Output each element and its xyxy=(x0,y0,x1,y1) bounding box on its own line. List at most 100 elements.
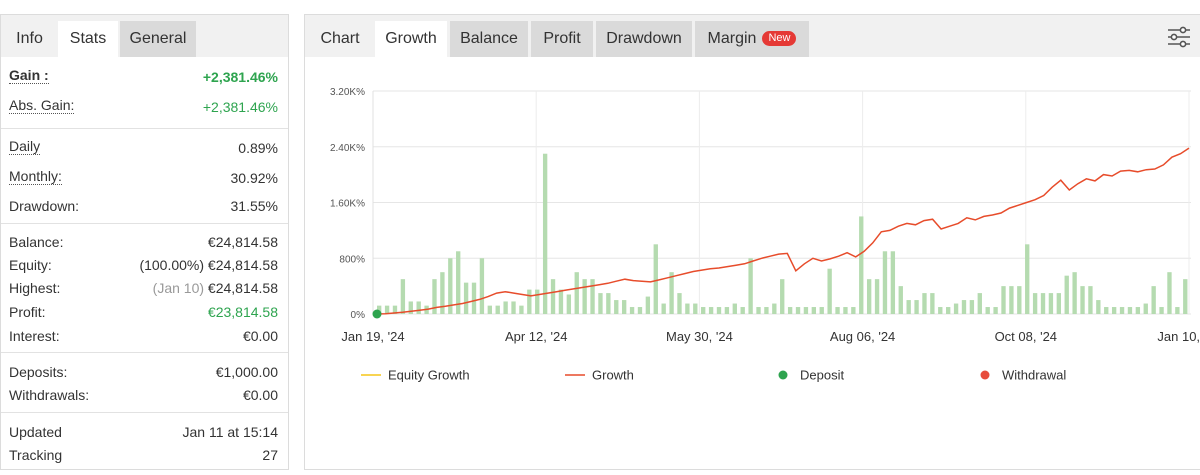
abs-gain-label[interactable]: Abs. Gain: xyxy=(9,97,75,114)
growth-bar[interactable] xyxy=(1032,293,1038,314)
growth-bar[interactable] xyxy=(408,301,413,314)
growth-bar[interactable] xyxy=(550,279,556,314)
growth-bar[interactable] xyxy=(456,251,461,314)
growth-bar[interactable] xyxy=(574,272,579,314)
growth-bar[interactable] xyxy=(416,301,421,314)
growth-bar[interactable] xyxy=(558,289,564,314)
growth-bar[interactable] xyxy=(448,258,453,314)
growth-bar[interactable] xyxy=(890,251,896,314)
growth-bar[interactable] xyxy=(930,293,935,314)
daily-label[interactable]: Daily xyxy=(9,138,41,155)
growth-bar[interactable] xyxy=(985,307,990,314)
growth-bar[interactable] xyxy=(1001,286,1006,314)
growth-bar[interactable] xyxy=(866,279,872,314)
tab-info[interactable]: Info xyxy=(16,30,43,47)
tab-margin[interactable]: Margin New xyxy=(695,21,809,57)
growth-bar[interactable] xyxy=(384,305,390,314)
growth-bar[interactable] xyxy=(669,272,674,314)
growth-bar[interactable] xyxy=(614,300,619,314)
growth-bar[interactable] xyxy=(621,300,627,314)
growth-bar[interactable] xyxy=(843,307,848,314)
growth-bar[interactable] xyxy=(1096,300,1101,314)
growth-bar[interactable] xyxy=(977,293,982,314)
deposit-marker[interactable] xyxy=(372,309,382,319)
growth-bar[interactable] xyxy=(701,307,706,314)
growth-bar[interactable] xyxy=(1175,307,1180,314)
growth-bar[interactable] xyxy=(1048,293,1054,314)
growth-bar[interactable] xyxy=(748,258,753,314)
growth-bar[interactable] xyxy=(1167,272,1172,314)
growth-bar[interactable] xyxy=(1025,244,1030,314)
growth-bar[interactable] xyxy=(803,307,809,314)
growth-bar[interactable] xyxy=(432,279,437,314)
growth-bar[interactable] xyxy=(1119,307,1125,314)
growth-bar[interactable] xyxy=(827,268,832,314)
growth-bar[interactable] xyxy=(440,272,445,314)
growth-bar[interactable] xyxy=(756,307,761,314)
growth-bar[interactable] xyxy=(685,303,690,314)
tab-stats[interactable]: Stats xyxy=(58,21,118,57)
growth-bar[interactable] xyxy=(787,307,793,314)
monthly-label[interactable]: Monthly: xyxy=(9,168,62,185)
growth-bar[interactable] xyxy=(882,251,888,314)
growth-bar[interactable] xyxy=(724,307,730,314)
growth-bar[interactable] xyxy=(392,305,398,314)
growth-bar[interactable] xyxy=(811,307,817,314)
growth-line[interactable] xyxy=(376,147,1190,315)
growth-bar[interactable] xyxy=(906,300,911,314)
growth-bar[interactable] xyxy=(772,303,777,314)
growth-bar[interactable] xyxy=(1017,286,1022,314)
growth-chart[interactable]: 0% 800% 1.60K% 2.40K% 3.20K% Jan 19, '24 Apr … xyxy=(305,75,1200,465)
growth-bar[interactable] xyxy=(471,282,477,314)
growth-bar[interactable] xyxy=(859,216,864,314)
growth-bar[interactable] xyxy=(377,305,382,314)
growth-bar[interactable] xyxy=(598,293,603,314)
growth-bar[interactable] xyxy=(400,279,406,314)
growth-bar[interactable] xyxy=(1151,286,1156,314)
growth-bar[interactable] xyxy=(969,300,975,314)
growth-bar[interactable] xyxy=(740,307,745,314)
growth-bar[interactable] xyxy=(503,301,508,314)
growth-bar[interactable] xyxy=(946,307,951,314)
growth-bar[interactable] xyxy=(993,307,998,314)
growth-bar[interactable] xyxy=(645,296,651,314)
growth-bar[interactable] xyxy=(1056,293,1061,314)
growth-bar[interactable] xyxy=(535,289,540,314)
growth-bar[interactable] xyxy=(677,293,682,314)
growth-bar[interactable] xyxy=(819,307,824,314)
legend-item[interactable]: Growth xyxy=(565,368,634,383)
growth-bar[interactable] xyxy=(732,303,737,314)
growth-bar[interactable] xyxy=(795,307,801,314)
growth-bar[interactable] xyxy=(708,307,714,314)
tab-growth[interactable]: Growth xyxy=(375,21,447,57)
growth-bar[interactable] xyxy=(953,303,959,314)
growth-bar[interactable] xyxy=(780,279,785,314)
legend-item[interactable]: Withdrawal xyxy=(980,368,1067,383)
growth-bar[interactable] xyxy=(1183,279,1188,314)
growth-bar[interactable] xyxy=(1080,286,1085,314)
growth-bar[interactable] xyxy=(495,305,500,314)
growth-bar[interactable] xyxy=(716,307,722,314)
gain-label[interactable]: Gain : xyxy=(9,67,49,84)
growth-bar[interactable] xyxy=(542,153,548,314)
growth-bar[interactable] xyxy=(1088,286,1093,314)
growth-bar[interactable] xyxy=(463,282,469,314)
growth-bar[interactable] xyxy=(1064,275,1069,314)
growth-bar[interactable] xyxy=(938,307,943,314)
growth-bar[interactable] xyxy=(1159,307,1164,314)
growth-bar[interactable] xyxy=(874,279,880,314)
growth-bar[interactable] xyxy=(961,300,967,314)
legend-item[interactable]: Equity Growth xyxy=(361,368,470,383)
tab-profit[interactable]: Profit xyxy=(531,21,593,57)
growth-bar[interactable] xyxy=(590,279,595,314)
growth-bar[interactable] xyxy=(1127,307,1133,314)
tab-chart[interactable]: Chart xyxy=(320,30,360,47)
tab-general[interactable]: General xyxy=(120,21,196,57)
growth-bar[interactable] xyxy=(519,305,524,314)
legend-item[interactable]: Deposit xyxy=(778,368,845,383)
growth-bar[interactable] xyxy=(661,303,666,314)
growth-bar[interactable] xyxy=(914,300,919,314)
growth-bar[interactable] xyxy=(511,301,516,314)
tab-drawdown[interactable]: Drawdown xyxy=(596,21,692,57)
growth-bar[interactable] xyxy=(606,293,611,314)
